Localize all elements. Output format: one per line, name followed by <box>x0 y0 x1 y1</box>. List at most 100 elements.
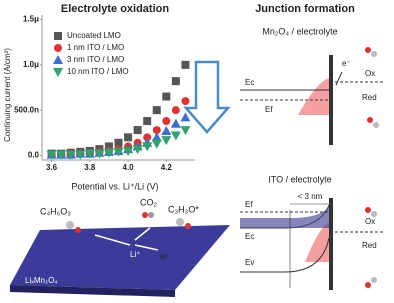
ox-label: Ox <box>365 69 375 78</box>
x-axis-label: Potential vs. Li⁺/Li (V) <box>71 181 158 191</box>
electron-label: e⁻ <box>342 59 351 68</box>
marker <box>56 150 67 160</box>
legend-label: 10 nm ITO / LMO <box>67 67 129 76</box>
legend-label: 3 nm ITO / LMO <box>67 55 124 64</box>
reactant-label: C₄H₆O₃ <box>40 206 71 216</box>
reaction-arrows <box>94 227 159 251</box>
y-tick-label: 500.0n <box>14 105 39 114</box>
marker <box>171 77 180 86</box>
h-label: H⁺ <box>160 253 170 262</box>
ec-label: Ec <box>245 78 254 87</box>
legend-label: Uncoated LMO <box>67 31 121 40</box>
marker <box>151 139 162 149</box>
radical-label: C₃H₃O* <box>168 204 199 214</box>
ev-label: Ev <box>245 258 254 267</box>
molecule <box>176 218 184 226</box>
co2-label: CO₂ <box>140 197 158 207</box>
substrate-label: LiₓMn₂O₄ <box>25 276 58 285</box>
junction-title: Junction formation <box>255 3 355 15</box>
x-tick-label: 3.8 <box>84 163 96 172</box>
molecule <box>148 212 154 218</box>
electron-arrow <box>335 71 343 86</box>
legend-marker <box>53 68 63 77</box>
ec-label: Ec <box>245 232 254 241</box>
x-tick-label: 3.6 <box>46 163 58 172</box>
y-tick-label: 0.0 <box>28 151 40 160</box>
marker <box>181 97 190 106</box>
bottom-label: ITO / electrolyte <box>268 174 331 184</box>
x-tick-label: 4.0 <box>123 163 135 172</box>
molecule <box>365 282 371 288</box>
marker <box>162 117 171 126</box>
chart: Electrolyte oxidation Potential vs. Li⁺/… <box>3 3 195 191</box>
x-tick-label: 4.2 <box>161 163 173 172</box>
interface <box>329 55 333 145</box>
marker <box>46 150 57 160</box>
ev-band <box>240 237 330 273</box>
ox-label: Ox <box>365 217 375 226</box>
li-label: Li⁺ <box>130 250 140 259</box>
ef-label: Ef <box>265 105 273 114</box>
marker <box>103 148 114 158</box>
substrate-slab <box>10 225 230 290</box>
marker <box>124 133 133 142</box>
marker <box>181 60 190 69</box>
marker <box>162 92 171 101</box>
molecule <box>365 47 371 53</box>
legend-marker <box>53 55 63 64</box>
top-label: Mn₂O₄ / electrolyte <box>262 26 337 36</box>
red-label: Red <box>362 93 377 102</box>
marker <box>114 138 123 147</box>
marker <box>132 145 143 155</box>
molecule <box>142 212 148 218</box>
marker <box>143 117 152 126</box>
marker <box>84 149 95 159</box>
accumulation <box>240 206 329 228</box>
marker <box>113 147 124 157</box>
slab-edge <box>10 285 175 297</box>
legend-marker <box>54 44 62 52</box>
molecule <box>371 51 377 57</box>
marker <box>143 133 152 142</box>
ef-label: Ef <box>245 200 253 209</box>
molecule <box>367 117 373 123</box>
marker <box>133 126 142 135</box>
marker <box>152 126 161 135</box>
chart-title: Electrolyte oxidation <box>61 3 169 15</box>
junction-bottom <box>240 198 385 290</box>
molecule <box>365 207 371 213</box>
marker <box>180 112 191 122</box>
width-label: < 3 nm <box>298 192 323 201</box>
marker <box>151 132 162 142</box>
marker <box>161 126 172 135</box>
red-distribution <box>298 78 330 115</box>
marker <box>180 126 191 136</box>
legend-marker <box>54 32 62 40</box>
y-tick-label: 1.5μ <box>23 15 39 24</box>
interface <box>329 198 333 290</box>
molecule <box>371 277 377 283</box>
molecule <box>373 122 379 128</box>
surface-scene <box>10 212 230 297</box>
marker <box>123 146 134 156</box>
molecule <box>371 211 377 217</box>
transition-arrow <box>183 60 231 134</box>
y-axis-label: Continuing current (A/cm²) <box>3 48 12 142</box>
marker <box>161 136 172 146</box>
marker <box>142 142 153 152</box>
marker <box>152 106 161 115</box>
molecule <box>75 227 81 233</box>
junction-top <box>240 47 385 145</box>
legend-label: 1 nm ITO / LMO <box>67 43 124 52</box>
marker <box>94 149 105 159</box>
y-tick-label: 1.0μ <box>23 60 39 69</box>
marker <box>75 150 86 160</box>
marker <box>170 118 181 128</box>
red-label: Red <box>362 241 377 250</box>
marker <box>170 131 181 141</box>
molecule <box>185 223 191 229</box>
marker <box>104 142 113 151</box>
marker <box>171 106 180 115</box>
molecule <box>66 221 74 229</box>
